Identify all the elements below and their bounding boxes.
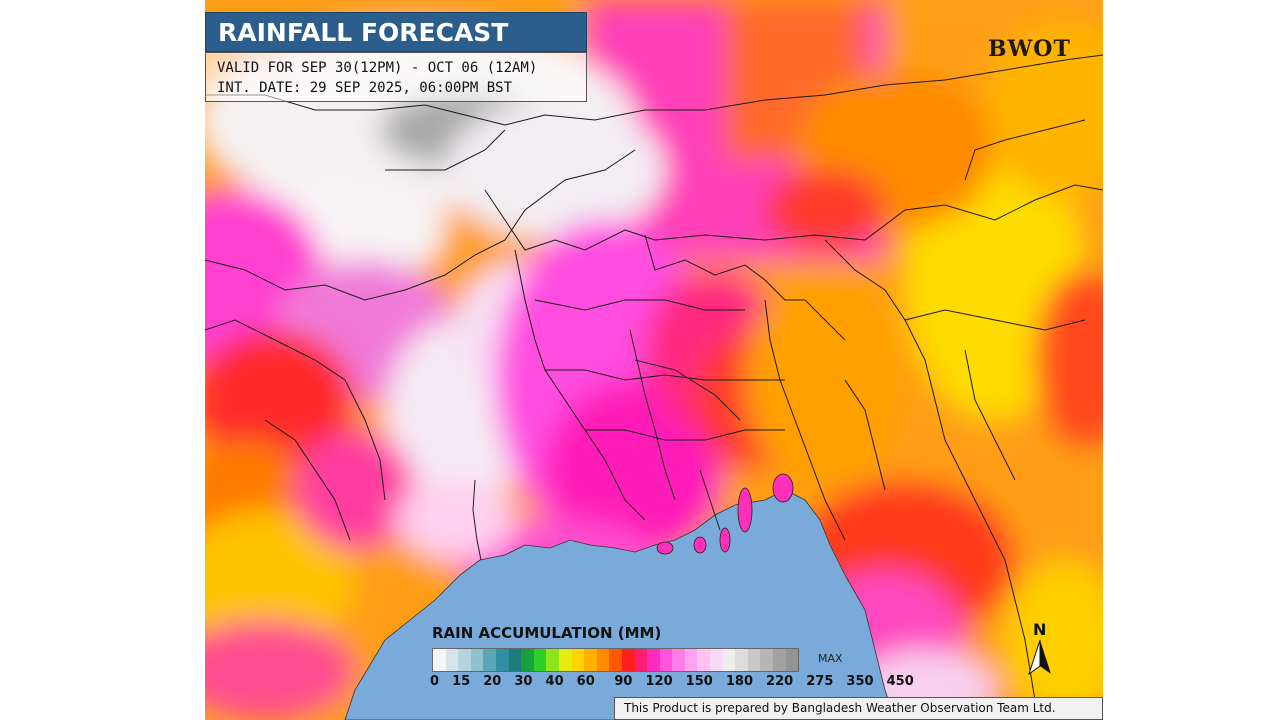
legend-swatch	[508, 649, 522, 671]
rivers	[472, 329, 741, 561]
legend-swatch	[596, 649, 610, 671]
legend-swatch	[722, 649, 736, 671]
legend-swatch	[521, 649, 534, 671]
legend-swatch	[558, 649, 572, 671]
credit-footer: This Product is prepared by Bangladesh W…	[614, 697, 1103, 720]
north-arrow: N	[1027, 620, 1053, 676]
legend-swatch	[785, 649, 799, 671]
legend-swatch	[458, 649, 471, 671]
legend-swatch	[760, 649, 774, 671]
legend-swatch	[647, 649, 660, 671]
legend-swatch	[735, 649, 748, 671]
legend-swatch	[672, 649, 685, 671]
legend-max-label: MAX	[818, 652, 843, 665]
legend-swatch	[495, 649, 509, 671]
initialization-date: INT. DATE: 29 SEP 2025, 06:00PM BST	[217, 80, 513, 96]
rain-legend: RAIN ACCUMULATION (MM) MAX 0 15 20 30 40…	[430, 620, 914, 690]
legend-swatch	[621, 649, 635, 671]
legend-swatch	[533, 649, 547, 671]
rainfall-field	[205, 0, 1103, 720]
legend-swatch	[634, 649, 648, 671]
legend-swatch	[697, 649, 711, 671]
coastal-islands	[656, 473, 794, 555]
legend-swatch	[609, 649, 622, 671]
rainfall-map: RAINFALL FORECAST VALID FOR SEP 30(12PM)…	[205, 0, 1103, 720]
admin-boundaries	[205, 54, 1103, 701]
validity-period: VALID FOR SEP 30(12PM) - OCT 06 (12AM)	[217, 60, 538, 76]
legend-swatch	[433, 649, 446, 671]
map-canvas	[205, 0, 1103, 720]
bwot-logo: BWOT	[988, 36, 1071, 62]
legend-swatch	[546, 649, 559, 671]
legend-swatch	[710, 649, 723, 671]
legend-swatch	[445, 649, 459, 671]
legend-swatch	[584, 649, 597, 671]
forecast-info-box: VALID FOR SEP 30(12PM) - OCT 06 (12AM) I…	[205, 52, 587, 102]
legend-swatch	[747, 649, 761, 671]
legend-swatch	[773, 649, 786, 671]
legend-swatch	[659, 649, 673, 671]
legend-swatch	[571, 649, 585, 671]
legend-swatch	[483, 649, 496, 671]
legend-color-bar	[432, 648, 800, 672]
legend-swatch	[684, 649, 698, 671]
north-arrow-icon	[1028, 640, 1051, 676]
legend-tick-labels: 0 15 20 30 40 60 90 120 150 180 220 275 …	[430, 674, 914, 689]
map-title: RAINFALL FORECAST	[205, 12, 587, 52]
legend-title: RAIN ACCUMULATION (MM)	[432, 624, 662, 642]
legend-swatch	[470, 649, 484, 671]
north-label: N	[1033, 620, 1047, 639]
